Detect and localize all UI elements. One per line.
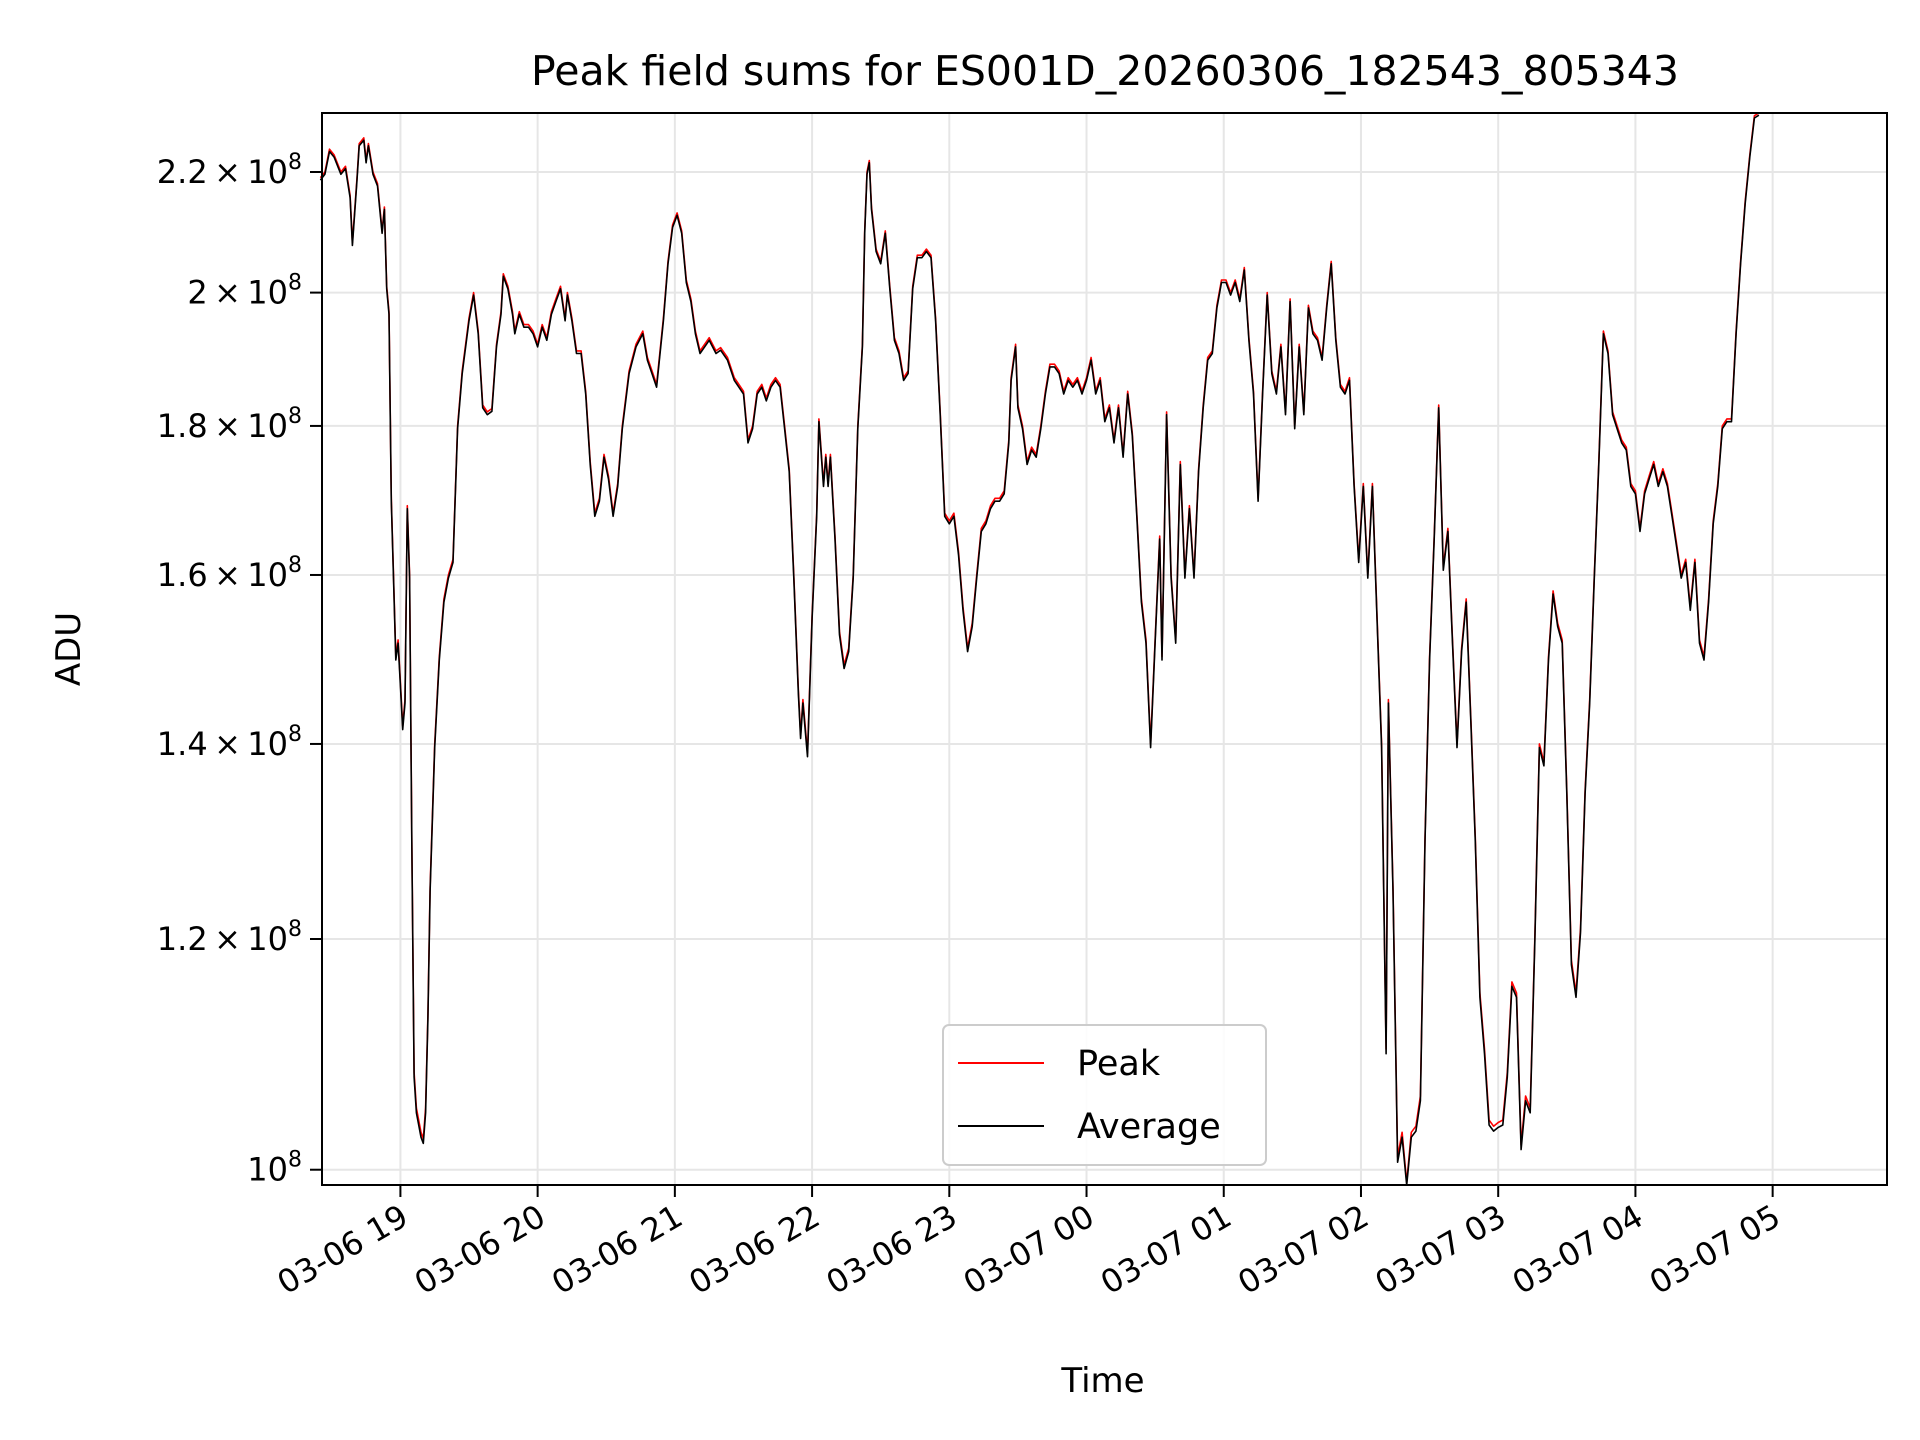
- y-tick-exponent: 8: [288, 553, 302, 578]
- y-tick-mantissa: 1.8 ×: [157, 407, 247, 445]
- y-tick-label: 1.6 × 108: [157, 553, 302, 594]
- grid-lines: [322, 113, 1887, 1185]
- y-tick-mantissa: 1.2 ×: [157, 920, 247, 958]
- legend: Peak Average: [942, 1024, 1267, 1166]
- chart-title: Peak field sums for ES001D_20260306_1825…: [531, 47, 1679, 95]
- y-tick-exponent: 8: [288, 1148, 302, 1173]
- y-tick-label: 2.2 × 108: [157, 150, 302, 191]
- y-tick-base: 10: [247, 725, 288, 763]
- legend-label-peak: Peak: [1077, 1044, 1161, 1084]
- series-line-average: [319, 114, 1760, 1186]
- y-tick-mantissa: 1.4 ×: [157, 725, 247, 763]
- y-tick-base: 10: [247, 920, 288, 958]
- y-tick-base: 10: [247, 1151, 288, 1189]
- y-tick-label: 1.2 × 108: [157, 917, 302, 958]
- y-tick-exponent: 8: [288, 271, 302, 296]
- y-tick-base: 10: [247, 407, 288, 445]
- legend-box: [942, 1024, 1267, 1166]
- y-tick-base: 10: [247, 274, 288, 312]
- y-tick-label: 108: [247, 1148, 302, 1189]
- y-tick-mantissa: 2.2 ×: [157, 153, 247, 191]
- y-tick-exponent: 8: [288, 917, 302, 942]
- plot-frame: [321, 112, 1888, 1186]
- y-tick-mantissa: 1.6 ×: [157, 556, 247, 594]
- x-axis-title: Time: [1060, 1361, 1144, 1401]
- legend-label-average: Average: [1077, 1107, 1221, 1147]
- y-tick-mantissa: 2 ×: [187, 274, 247, 312]
- y-tick-label: 2 × 108: [187, 271, 302, 312]
- y-tick-label: 1.4 × 108: [157, 722, 302, 763]
- y-tick-exponent: 8: [288, 722, 302, 747]
- y-tick-exponent: 8: [288, 404, 302, 429]
- y-tick-label: 1.8 × 108: [157, 404, 302, 445]
- y-tick-base: 10: [247, 556, 288, 594]
- y-tick-exponent: 8: [288, 150, 302, 175]
- series-lines: [319, 112, 1760, 1186]
- y-axis-title: ADU: [49, 612, 89, 686]
- y-tick-base: 10: [247, 153, 288, 191]
